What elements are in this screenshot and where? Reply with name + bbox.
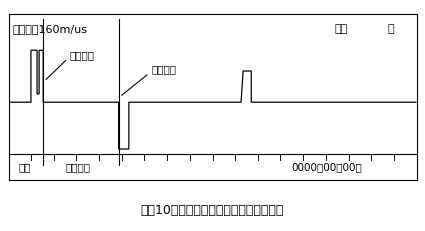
Text: 0000年00月00日: 0000年00月00日 — [292, 163, 362, 173]
Text: 终点坐标: 终点坐标 — [151, 64, 176, 74]
Text: 起点光标: 起点光标 — [70, 50, 95, 61]
Text: 传输速度160m/us: 传输速度160m/us — [13, 24, 88, 34]
Text: 米: 米 — [388, 24, 394, 34]
Text: 速度选择: 速度选择 — [65, 163, 91, 173]
Text: 脉冲: 脉冲 — [19, 163, 31, 173]
Text: 全长: 全长 — [335, 24, 348, 34]
Text: 图（10）低压脉冲测短路、低阻故障波形: 图（10）低压脉冲测短路、低阻故障波形 — [141, 204, 284, 217]
